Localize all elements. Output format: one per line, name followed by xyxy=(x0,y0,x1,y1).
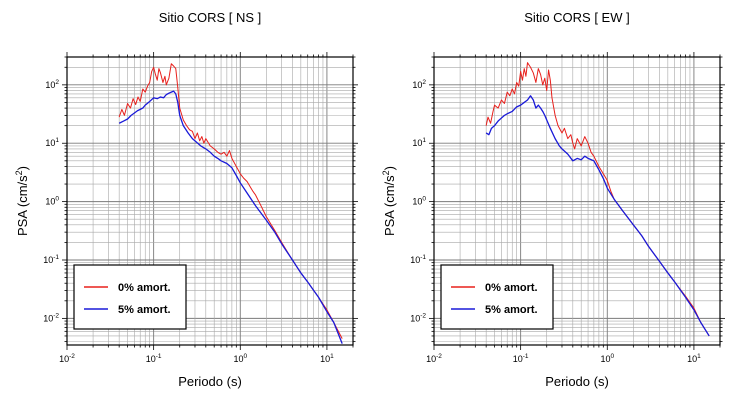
legend-label-amort-5: 5% amort. xyxy=(485,304,538,316)
x-tick-label: 10-1 xyxy=(513,353,529,364)
x-axis-label: Periodo (s) xyxy=(178,374,242,389)
y-tick-label: 10-1 xyxy=(43,254,59,265)
plot-frame xyxy=(433,56,721,346)
series-line-amort-5 xyxy=(485,95,710,337)
x-tick-label: 10-1 xyxy=(146,353,162,364)
x-tick-label: 101 xyxy=(320,353,334,364)
x-tick-label: 100 xyxy=(233,353,247,364)
y-tick-label: 10-2 xyxy=(43,312,59,323)
x-tick-label: 101 xyxy=(687,353,701,364)
series-line-amort-0 xyxy=(118,63,343,339)
x-tick-label: 10-2 xyxy=(59,353,75,364)
y-tick-label: 100 xyxy=(412,196,426,207)
y-axis-label: PSA (cm/s2) xyxy=(14,166,30,236)
legend-label-amort-0: 0% amort. xyxy=(118,282,171,294)
x-tick-label: 10-2 xyxy=(426,353,442,364)
y-tick-label: 100 xyxy=(45,196,59,207)
legend-box xyxy=(73,264,187,330)
y-tick-label: 10-2 xyxy=(410,312,426,323)
y-axis-label: PSA (cm/s2) xyxy=(381,166,397,236)
series-line-amort-5 xyxy=(118,90,343,344)
plot-frame xyxy=(66,56,354,346)
legend-label-amort-0: 0% amort. xyxy=(485,282,538,294)
grid xyxy=(434,57,720,345)
legend: 0% amort. 5% amort. xyxy=(73,264,187,330)
y-tick-label: 101 xyxy=(412,137,426,148)
chart-panel-ns: 10-2 10-1 100 101 10-2 10-1 100 101 102 Sitio COR… xyxy=(14,10,358,389)
chart-title-ew: Sitio CORS [ EW ] xyxy=(524,10,629,25)
legend: 0% amort. 5% amort. xyxy=(440,264,554,330)
legend-label-amort-5: 5% amort. xyxy=(118,304,171,316)
chart-panel-ew: 10-2 10-1 100 101 10-2 10-1 100 101 102 Sitio COR… xyxy=(381,10,725,389)
y-tick-label: 10-1 xyxy=(410,254,426,265)
x-axis-label: Periodo (s) xyxy=(545,374,609,389)
legend-box xyxy=(440,264,554,330)
y-tick-label: 102 xyxy=(412,79,426,90)
y-tick-label: 102 xyxy=(45,79,59,90)
chart-title-ns: Sitio CORS [ NS ] xyxy=(159,10,262,25)
x-tick-label: 100 xyxy=(600,353,614,364)
y-tick-label: 101 xyxy=(45,137,59,148)
